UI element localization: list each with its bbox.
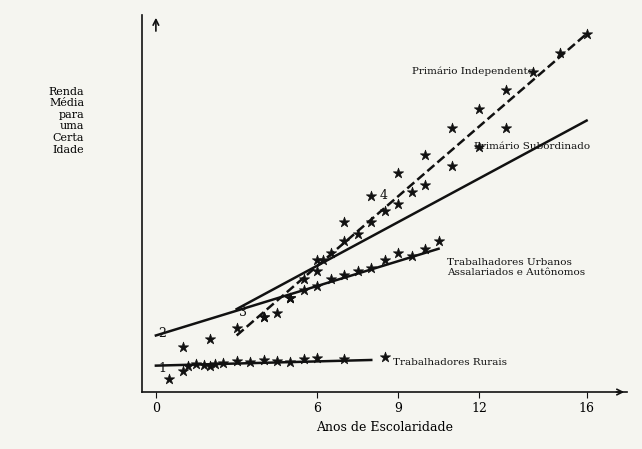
Point: [318, 256, 328, 264]
Point: [285, 358, 295, 365]
Point: [259, 313, 269, 320]
Point: [393, 170, 403, 177]
Point: [232, 324, 242, 331]
Point: [164, 375, 175, 383]
Point: [379, 207, 390, 215]
Point: [205, 336, 215, 343]
Point: [393, 200, 403, 207]
Point: [447, 124, 457, 132]
Point: [178, 368, 188, 375]
Point: [325, 275, 336, 282]
Point: [420, 245, 430, 252]
Point: [245, 358, 256, 365]
Point: [183, 362, 193, 369]
Point: [420, 151, 430, 158]
Point: [379, 354, 390, 361]
Point: [366, 264, 376, 271]
Point: [312, 268, 322, 275]
Text: 2: 2: [159, 327, 166, 340]
Text: Primário Independente: Primário Independente: [412, 67, 534, 76]
Point: [299, 275, 309, 282]
Point: [191, 360, 202, 367]
Point: [474, 106, 484, 113]
Point: [210, 360, 220, 367]
Point: [339, 238, 349, 245]
Y-axis label: Renda
Média
para
uma
Certa
Idade: Renda Média para uma Certa Idade: [49, 87, 84, 154]
Point: [218, 359, 229, 366]
X-axis label: Anos de Escolaridade: Anos de Escolaridade: [317, 421, 453, 434]
Point: [299, 286, 309, 294]
Point: [379, 256, 390, 264]
Point: [366, 219, 376, 226]
Point: [528, 68, 538, 75]
Point: [474, 143, 484, 150]
Point: [339, 355, 349, 362]
Point: [325, 249, 336, 256]
Point: [199, 361, 209, 369]
Point: [501, 124, 511, 132]
Point: [285, 294, 295, 301]
Point: [285, 294, 295, 301]
Point: [339, 219, 349, 226]
Point: [285, 294, 295, 301]
Point: [232, 357, 242, 365]
Point: [352, 268, 363, 275]
Point: [178, 343, 188, 350]
Point: [366, 192, 376, 199]
Point: [433, 238, 444, 245]
Point: [406, 253, 417, 260]
Point: [555, 49, 565, 56]
Text: 1: 1: [159, 362, 166, 375]
Point: [406, 189, 417, 196]
Text: Trabalhadores Urbanos
Assalariados e Autônomos: Trabalhadores Urbanos Assalariados e Aut…: [447, 258, 585, 277]
Point: [299, 355, 309, 362]
Point: [312, 256, 322, 264]
Text: 4: 4: [379, 189, 387, 202]
Point: [582, 30, 592, 37]
Text: Trabalhadores Rurais: Trabalhadores Rurais: [393, 358, 507, 367]
Point: [259, 357, 269, 364]
Point: [272, 309, 282, 317]
Point: [312, 283, 322, 290]
Point: [393, 249, 403, 256]
Point: [205, 363, 215, 370]
Point: [352, 230, 363, 237]
Point: [420, 181, 430, 188]
Point: [259, 313, 269, 320]
Text: Primário Subordinado: Primário Subordinado: [474, 142, 590, 151]
Text: 3: 3: [239, 306, 247, 319]
Point: [501, 87, 511, 94]
Point: [447, 162, 457, 169]
Point: [312, 355, 322, 362]
Point: [272, 357, 282, 365]
Point: [339, 272, 349, 279]
